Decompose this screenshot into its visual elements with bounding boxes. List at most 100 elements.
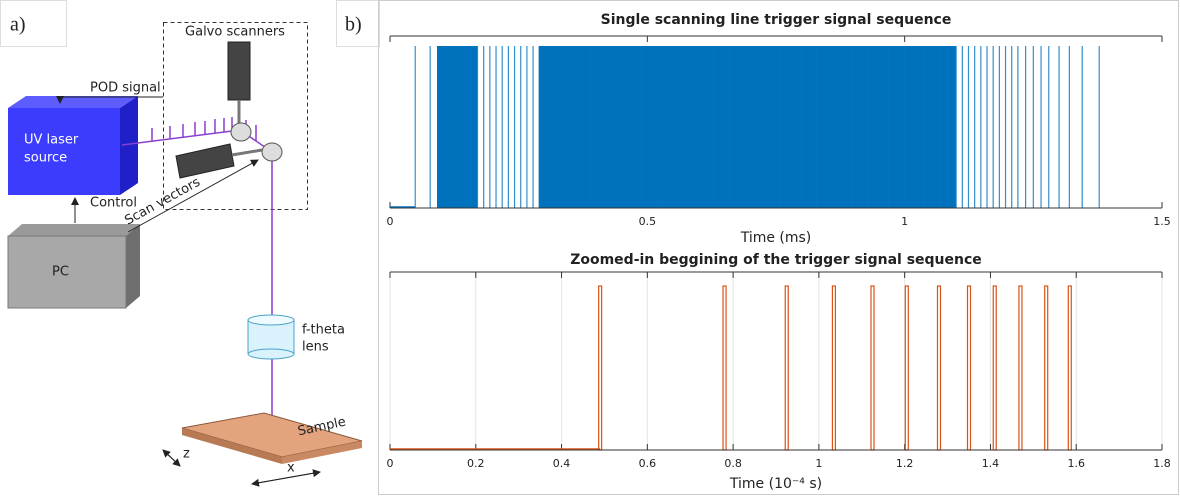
lens-top xyxy=(247,314,295,326)
x-axis-label: Time (10⁻⁴ s) xyxy=(729,476,822,492)
pulse xyxy=(862,46,869,208)
pulse xyxy=(936,285,942,451)
pulse xyxy=(883,46,889,208)
arrow xyxy=(56,96,163,104)
pulse xyxy=(470,46,478,208)
pulse xyxy=(468,46,472,208)
sample-side xyxy=(282,441,362,464)
laser-top xyxy=(8,96,138,108)
pulse xyxy=(429,46,431,208)
pulse xyxy=(548,46,555,208)
pulse xyxy=(744,46,750,208)
pulse xyxy=(538,46,545,208)
pulse xyxy=(621,46,627,208)
pulse xyxy=(904,285,909,451)
pulse xyxy=(605,46,612,208)
pulse xyxy=(780,46,786,208)
pulse xyxy=(693,46,699,208)
pulse xyxy=(584,46,591,208)
pulse xyxy=(662,46,668,208)
pulse xyxy=(513,46,516,208)
pulse xyxy=(598,285,603,451)
pulse xyxy=(579,46,586,208)
pulse xyxy=(626,46,632,208)
x-tick-label: 1.8 xyxy=(1153,457,1171,470)
pulses-icon xyxy=(151,117,257,141)
pulse xyxy=(826,46,833,208)
pulse xyxy=(966,285,972,451)
laser-side xyxy=(120,96,138,195)
pulse xyxy=(677,46,684,208)
pulse xyxy=(501,46,503,208)
pulse xyxy=(816,46,823,208)
pulse xyxy=(749,46,756,208)
label: lens xyxy=(302,340,329,355)
pulse xyxy=(455,46,460,208)
pulse xyxy=(442,46,448,208)
pulse xyxy=(569,46,575,208)
x-tick-label: 1.6 xyxy=(1067,457,1085,470)
pulse xyxy=(868,46,874,208)
pulse xyxy=(904,46,910,208)
pulse xyxy=(784,285,789,451)
pulse xyxy=(980,46,982,208)
pulse xyxy=(945,46,951,208)
x-tick-label: 0.4 xyxy=(553,457,571,470)
pulse xyxy=(1025,46,1027,208)
pc-box xyxy=(7,235,127,309)
pulse xyxy=(873,46,879,208)
pulse xyxy=(837,46,843,208)
pulse xyxy=(615,46,622,208)
pulse xyxy=(795,46,802,208)
pulse xyxy=(801,46,807,208)
pulse xyxy=(708,46,714,208)
pulse xyxy=(1044,285,1049,451)
x-tick-label: 0 xyxy=(387,215,394,228)
pulse xyxy=(682,46,689,208)
pulse xyxy=(909,46,915,208)
x-tick-label: 0.6 xyxy=(639,457,657,470)
pulse xyxy=(1004,46,1007,208)
pulse xyxy=(507,46,509,208)
pulse xyxy=(832,46,838,208)
label: POD signal xyxy=(90,81,161,96)
pulse xyxy=(934,46,941,208)
pulse xyxy=(600,46,606,208)
pulse xyxy=(458,46,463,208)
pulse xyxy=(489,46,491,208)
pulse xyxy=(698,46,704,208)
label: f-theta xyxy=(302,323,345,338)
pulse xyxy=(914,46,920,208)
pulse xyxy=(729,46,735,208)
pulse xyxy=(1048,46,1050,208)
pulse xyxy=(821,46,828,208)
pulse xyxy=(526,46,528,208)
pulse xyxy=(687,46,694,208)
pulse xyxy=(1040,46,1042,208)
panel-label: b) xyxy=(345,14,362,36)
pulse xyxy=(451,46,456,208)
pulse xyxy=(532,46,534,208)
label: UV laser xyxy=(24,133,79,148)
pulse xyxy=(986,46,988,208)
pulse xyxy=(893,46,900,208)
pulse xyxy=(898,46,905,208)
x-tick-label: 1 xyxy=(901,215,908,228)
pulse xyxy=(831,285,837,451)
panel-label: a) xyxy=(10,14,26,36)
pulse xyxy=(852,46,859,208)
pulse xyxy=(703,46,709,208)
lens-bottom xyxy=(247,348,295,360)
laser-box xyxy=(8,108,120,195)
pulse xyxy=(610,46,617,208)
pulse xyxy=(878,46,884,208)
pulse xyxy=(967,46,970,208)
pulse xyxy=(718,46,725,208)
galvo-box xyxy=(163,22,308,210)
pulse xyxy=(857,46,864,208)
pulse xyxy=(574,46,581,208)
panel-border xyxy=(378,0,1179,495)
pulse xyxy=(667,46,673,208)
pulse xyxy=(476,46,479,208)
label-box xyxy=(0,0,67,47)
